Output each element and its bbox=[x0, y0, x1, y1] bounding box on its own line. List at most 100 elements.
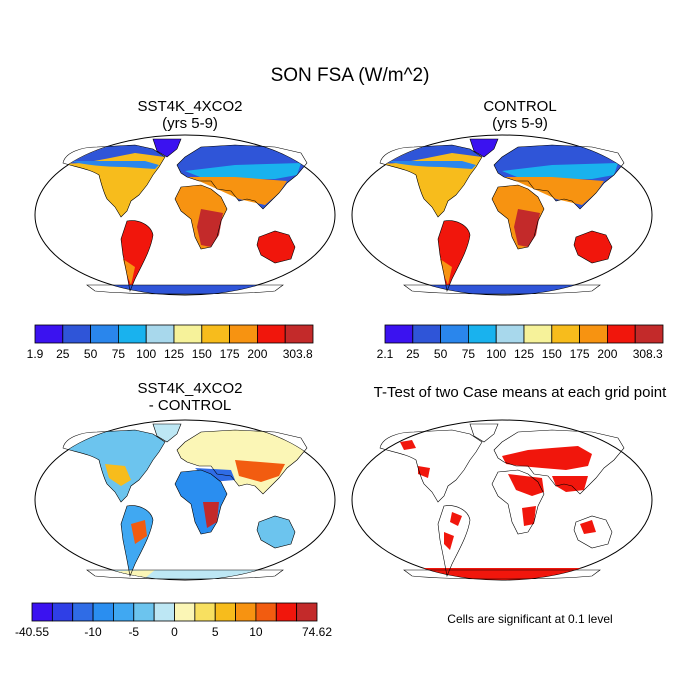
colorbar-tick-label: 150 bbox=[192, 347, 212, 361]
significant-region-south-asia bbox=[552, 476, 588, 492]
colorbar-sst4k: 1.9 25 50 75 100 125 150 175 200 303.8 bbox=[27, 324, 314, 361]
colorbar-box bbox=[72, 602, 94, 622]
significant-region-southern-africa bbox=[522, 506, 536, 526]
colorbar-box bbox=[92, 602, 114, 622]
colorbar-tick-label: 50 bbox=[84, 347, 98, 361]
colorbar-box bbox=[90, 324, 119, 344]
colorbar-box bbox=[34, 324, 64, 344]
map-title-control-name: CONTROL bbox=[483, 98, 557, 115]
south-america-warm-patch bbox=[131, 520, 147, 544]
eurasia-band-blue bbox=[185, 163, 301, 179]
north-america-mid-latitudes bbox=[69, 161, 159, 169]
colorbar-box bbox=[579, 324, 608, 344]
map-title-sst4k-years: (yrs 5-9) bbox=[162, 115, 218, 132]
map-control bbox=[351, 134, 653, 296]
colorbar-box bbox=[113, 602, 135, 622]
land-shading bbox=[380, 139, 624, 294]
colorbar-box bbox=[384, 324, 414, 344]
colorbar-box bbox=[495, 324, 525, 344]
colorbar-box bbox=[284, 324, 314, 344]
significant-region-eurasia bbox=[502, 446, 592, 470]
map-title-sst4k-name: SST4K_4XCO2 bbox=[137, 98, 243, 115]
southern-africa-warm-patch bbox=[203, 502, 219, 528]
colorbar-box bbox=[31, 602, 53, 622]
colorbar-box bbox=[467, 324, 497, 344]
colorbar-tick-label: -5 bbox=[128, 625, 139, 639]
colorbar-tick-label: 75 bbox=[462, 347, 476, 361]
colorbar-tick-label: 25 bbox=[56, 347, 70, 361]
colorbar-tick-label: 5 bbox=[212, 625, 219, 639]
colorbar-box bbox=[255, 602, 277, 622]
colorbar-box bbox=[235, 602, 257, 622]
colorbar-box bbox=[145, 324, 175, 344]
colorbar-tick-label: 25 bbox=[406, 347, 420, 361]
colorbar-tick-label: 0 bbox=[171, 625, 178, 639]
colorbar-tick-label: 125 bbox=[164, 347, 184, 361]
colorbar-tick-label: 150 bbox=[542, 347, 562, 361]
significant-region-south-america bbox=[444, 532, 454, 550]
colorbar-box bbox=[174, 602, 196, 622]
colorbar-box bbox=[523, 324, 553, 344]
colorbar-difference: -40.55 -10 -5 0 5 10 74.62 bbox=[15, 602, 332, 639]
colorbar-tick-label: 10 bbox=[249, 625, 263, 639]
colorbar-box bbox=[194, 602, 216, 622]
colorbar-box bbox=[173, 324, 203, 344]
colorbar-box bbox=[412, 324, 441, 344]
colorbar-tick-label: -10 bbox=[84, 625, 102, 639]
colorbar-tick-label: 2.1 bbox=[377, 347, 394, 361]
map-title-ttest: T-Test of two Case means at each grid po… bbox=[373, 384, 667, 401]
colorbar-box bbox=[229, 324, 258, 344]
map-ttest bbox=[351, 419, 653, 581]
colorbar-box bbox=[634, 324, 664, 344]
map-title-difference-sub: - CONTROL bbox=[148, 397, 232, 414]
patagonia-land bbox=[123, 259, 135, 285]
map-title-sst4k: SST4K_4XCO2 (yrs 5-9) bbox=[40, 98, 340, 132]
map-title-difference: SST4K_4XCO2 - CONTROL bbox=[40, 380, 340, 414]
colorbar-tick-label: 175 bbox=[220, 347, 240, 361]
colorbar-box bbox=[62, 324, 91, 344]
colorbar-tick-label: 308.3 bbox=[633, 347, 663, 361]
colorbar-box bbox=[214, 602, 236, 622]
colorbar-tick-label: 74.62 bbox=[302, 625, 332, 639]
colorbar-tick-label: 75 bbox=[112, 347, 126, 361]
eurasia-band-orange bbox=[187, 177, 287, 205]
colorbar-box bbox=[201, 324, 231, 344]
colorbar-box bbox=[296, 602, 318, 622]
colorbar-box bbox=[51, 602, 74, 622]
colorbar-tick-label: 200 bbox=[597, 347, 617, 361]
colorbar-tick-label: 175 bbox=[570, 347, 590, 361]
eurasia-band-blue bbox=[502, 163, 618, 179]
colorbar-tick-label: 50 bbox=[434, 347, 448, 361]
asia-warm-patch bbox=[235, 460, 285, 482]
significant-region-amazon bbox=[450, 512, 462, 526]
colorbar-box bbox=[275, 602, 298, 622]
map-title-control-years: (yrs 5-9) bbox=[492, 115, 548, 132]
patagonia-land bbox=[440, 259, 452, 285]
colorbar-box bbox=[118, 324, 147, 344]
figure-title: SON FSA (W/m^2) bbox=[270, 65, 430, 86]
significant-region-canada bbox=[400, 440, 416, 450]
colorbar-tick-label: 100 bbox=[136, 347, 156, 361]
colorbar-box bbox=[256, 324, 286, 344]
significance-note: Cells are significant at 0.1 level bbox=[447, 612, 613, 626]
colorbar-box bbox=[440, 324, 469, 344]
significant-region-mexico bbox=[418, 466, 430, 478]
map-title-control: CONTROL (yrs 5-9) bbox=[370, 98, 670, 132]
colorbar-tick-label: 1.9 bbox=[27, 347, 44, 361]
colorbar-box bbox=[551, 324, 580, 344]
colorbar-tick-label: 200 bbox=[247, 347, 267, 361]
colorbar-tick-label: 100 bbox=[486, 347, 506, 361]
colorbar-box bbox=[607, 324, 636, 344]
map-difference bbox=[34, 419, 336, 581]
globe-outline bbox=[351, 419, 653, 581]
significant-region-australia bbox=[580, 520, 596, 534]
colorbar-tick-label: 125 bbox=[514, 347, 534, 361]
colorbar-control: 2.1 25 50 75 100 125 150 175 200 308.3 bbox=[377, 324, 664, 361]
north-america-mid-latitudes bbox=[386, 161, 476, 169]
colorbar-box bbox=[133, 602, 155, 622]
north-america-warm-patch bbox=[105, 464, 131, 486]
eurasia-band-orange bbox=[504, 177, 604, 205]
map-sst4k bbox=[34, 134, 336, 296]
colorbar-tick-label: -40.55 bbox=[15, 625, 49, 639]
